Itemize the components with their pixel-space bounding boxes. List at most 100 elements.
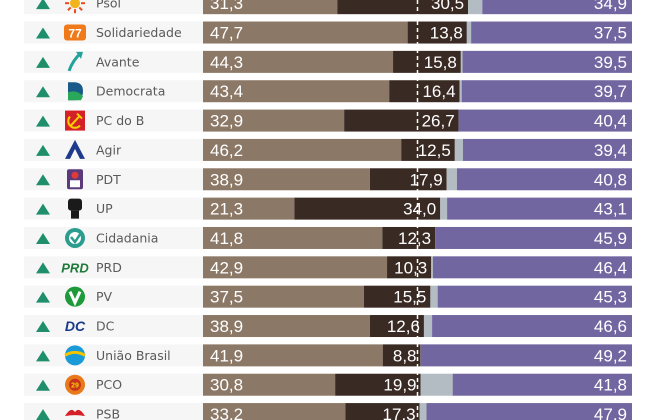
row-background [24, 50, 203, 73]
data-label: 12,6 [387, 317, 420, 336]
category-label: Cidadania [96, 230, 158, 245]
bar-segment [432, 256, 632, 279]
data-label: 39,7 [594, 82, 627, 101]
svg-text:77: 77 [68, 27, 82, 41]
row: PDT 38,9 17,9 40,8 [24, 168, 632, 195]
data-label: 42,9 [210, 258, 243, 277]
bar-segment [203, 168, 370, 191]
data-label: 30,5 [431, 0, 464, 13]
bar-segment [203, 0, 338, 15]
row: 77 Solidariedade 47,7 13,8 37,5 [24, 21, 632, 48]
bar-segment [407, 21, 467, 44]
data-label: 15,8 [424, 53, 457, 72]
solidariedade-logo-icon: 77 [64, 24, 86, 41]
bar-segment [435, 226, 632, 249]
data-label: 43,1 [594, 200, 627, 219]
bar-segment [345, 403, 420, 420]
data-label: 43,4 [210, 82, 243, 101]
data-label: 45,9 [594, 229, 627, 248]
bar-segment [432, 315, 632, 338]
up-triangle-icon [36, 174, 50, 186]
row-background [24, 256, 203, 279]
data-label: 49,2 [594, 346, 627, 365]
bar-segment [387, 256, 432, 279]
bar-segment [447, 197, 632, 220]
data-label: 13,8 [430, 24, 463, 43]
up-triangle-icon [36, 56, 50, 68]
bar-segment [344, 109, 459, 132]
bar-segment [337, 0, 469, 15]
data-label: 40,4 [594, 112, 627, 131]
up-triangle-icon [36, 409, 50, 420]
data-label: 34,9 [594, 0, 627, 13]
data-label: 21,3 [210, 200, 243, 219]
up-triangle-icon [36, 232, 50, 244]
svg-text:DC: DC [65, 318, 86, 334]
category-label: PCO [96, 377, 122, 392]
row: PRD PRD 42,9 10,3 46,4 [24, 256, 632, 283]
up-triangle-icon [36, 86, 50, 98]
bar-segment [203, 138, 402, 161]
data-label: 45,3 [594, 288, 627, 307]
data-label: 26,7 [422, 112, 455, 131]
data-label: 39,5 [594, 53, 627, 72]
bar-segment [468, 0, 483, 15]
row: União Brasil 41,9 8,8 49,2 [24, 344, 632, 371]
bar-segment [419, 403, 427, 420]
bar-segment [335, 373, 421, 396]
data-label: 46,4 [594, 258, 627, 277]
bar-segment [462, 138, 632, 161]
bar-segment [363, 285, 431, 308]
bar-segment [393, 50, 461, 73]
data-label: 41,8 [210, 229, 243, 248]
bar-segment [203, 197, 295, 220]
democrata-logo-icon [68, 82, 83, 101]
row: DC DC 38,9 12,6 46,6 [24, 315, 632, 342]
data-label: 38,9 [210, 170, 243, 189]
bar-segment [382, 226, 436, 249]
bar-segment [440, 197, 448, 220]
bar-segment [446, 168, 457, 191]
bar-segment [203, 226, 383, 249]
data-label: 37,5 [594, 24, 627, 43]
up-logo-icon [68, 198, 82, 219]
data-label: 33,2 [210, 405, 243, 420]
category-label: Psol [96, 0, 121, 11]
bar-segment [203, 403, 346, 420]
bar-segment [369, 168, 447, 191]
data-label: 12,5 [418, 141, 451, 160]
row: PC do B 32,9 26,7 40,4 [24, 109, 632, 136]
bar-segment [389, 80, 460, 103]
bar-segment [203, 315, 370, 338]
svg-text:PRD: PRD [61, 260, 89, 275]
up-triangle-icon [36, 144, 50, 156]
bar-segment [294, 197, 441, 220]
data-label: 34,0 [403, 200, 436, 219]
up-triangle-icon [36, 321, 50, 333]
data-label: 47,7 [210, 24, 243, 43]
category-label: PC do B [96, 113, 144, 128]
category-label: Agir [96, 142, 122, 157]
bar-segment [430, 285, 438, 308]
dc-logo-icon: DC [65, 318, 86, 334]
category-label: União Brasil [96, 348, 171, 363]
pco-logo-icon: 29 [65, 374, 85, 395]
avante-logo-icon [67, 51, 83, 72]
row: Psol 31,3 30,5 34,9 [24, 0, 632, 19]
data-label: 30,8 [210, 376, 243, 395]
bar-segment [482, 0, 632, 15]
bar-segment [369, 315, 424, 338]
category-label: PDT [96, 172, 121, 187]
up-triangle-icon [36, 350, 50, 362]
row: Avante 44,3 15,8 39,5 [24, 50, 632, 78]
psb-logo-icon [65, 409, 85, 417]
bar-segment [203, 256, 388, 279]
bar-segment [459, 80, 462, 103]
bar-segment [458, 109, 632, 132]
up-triangle-icon [36, 27, 50, 39]
row: Democrata 43,4 16,4 39,7 [24, 80, 632, 107]
bar-segment [454, 138, 463, 161]
data-label: 17,9 [410, 170, 443, 189]
data-label: 44,3 [210, 53, 243, 72]
data-label: 40,8 [594, 170, 627, 189]
